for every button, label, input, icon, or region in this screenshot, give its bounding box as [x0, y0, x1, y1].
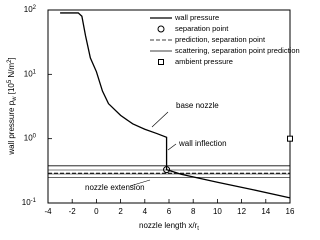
legend-label: separation point [175, 24, 229, 33]
y-tick-exponent: 2 [33, 5, 37, 11]
y-tick-label: 100 [24, 133, 37, 143]
annotation-leader [129, 179, 151, 187]
x-tick-label: 12 [237, 207, 246, 216]
annotation: base nozzle [176, 101, 219, 110]
x-tick-label: 10 [213, 207, 222, 216]
annotation-leader [151, 111, 169, 128]
y-tick-label: 101 [24, 69, 37, 79]
legend-swatch [157, 25, 165, 33]
x-tick-label: -4 [44, 207, 52, 216]
y-tick-label: 102 [24, 5, 37, 15]
x-tick-label: 4 [143, 207, 148, 216]
x-tick-label: 6 [167, 207, 172, 216]
scatter-band [47, 165, 291, 178]
y-tick-exponent: 1 [33, 69, 37, 75]
legend-label: wall pressure [174, 13, 219, 22]
x-tick-label: 2 [118, 207, 123, 216]
annotation-leader [167, 143, 177, 151]
legend-swatch [158, 59, 164, 65]
y-tick-base: 10 [22, 198, 31, 207]
x-tick-label: 8 [191, 207, 196, 216]
y-tick-base: 10 [24, 5, 33, 14]
x-tick-label: 14 [261, 207, 270, 216]
y-tick-label: 10-1 [22, 198, 37, 208]
annotation: nozzle extension [85, 183, 145, 192]
annotation: wall inflection [178, 139, 227, 148]
x-tick-label: -2 [69, 207, 77, 216]
x-tick-label: 16 [286, 207, 295, 216]
legend-label: prediction, separation point [175, 35, 266, 44]
y-tick-base: 10 [24, 134, 33, 143]
x-tick-label: 0 [94, 207, 99, 216]
x-axis-label: nozzle length x/rt [139, 221, 199, 231]
y-tick-exponent: -1 [31, 198, 37, 204]
chart: nozzle length x/rt wall pressure pw [105… [7, 5, 300, 232]
legend-bg [147, 12, 287, 70]
legend-label: ambient pressure [175, 57, 233, 66]
y-tick-exponent: 0 [33, 133, 37, 139]
ambient-marker [287, 135, 293, 142]
legend-label: scattering, separation point prediction [175, 46, 300, 55]
y-tick-base: 10 [24, 69, 33, 78]
y-axis-label: wall pressure pw [105 N/m2] [7, 57, 18, 155]
